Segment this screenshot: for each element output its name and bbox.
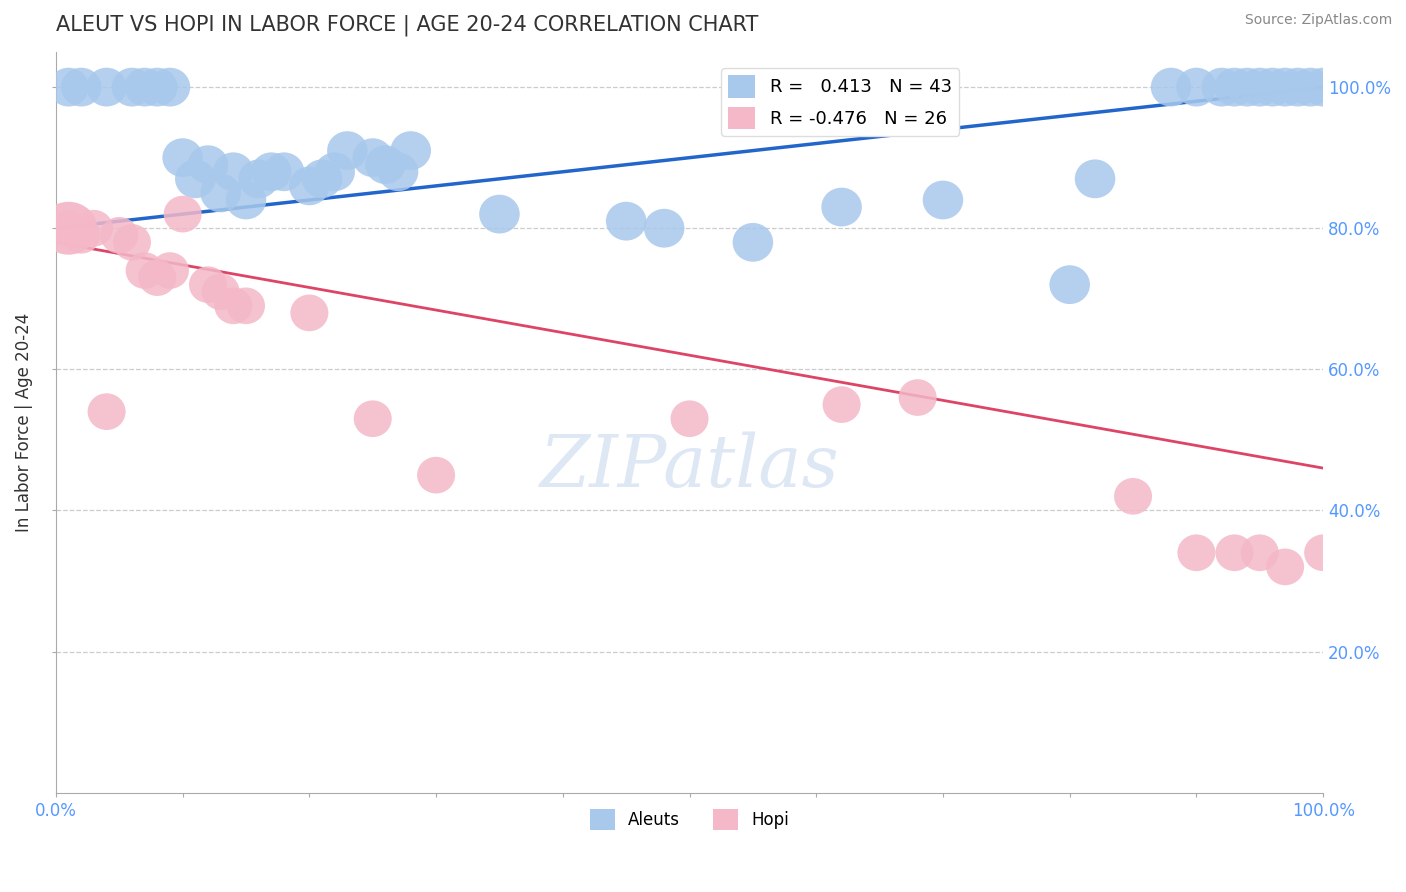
Ellipse shape [75, 210, 112, 246]
Ellipse shape [418, 457, 456, 493]
Ellipse shape [1303, 68, 1343, 106]
Ellipse shape [1074, 160, 1115, 198]
Ellipse shape [149, 68, 190, 106]
Ellipse shape [1215, 534, 1253, 571]
Ellipse shape [1278, 68, 1317, 106]
Ellipse shape [821, 187, 862, 227]
Ellipse shape [163, 195, 201, 233]
Ellipse shape [87, 393, 125, 430]
Ellipse shape [606, 202, 647, 241]
Ellipse shape [226, 287, 264, 324]
Ellipse shape [1305, 534, 1343, 571]
Ellipse shape [214, 153, 253, 191]
Text: Source: ZipAtlas.com: Source: ZipAtlas.com [1244, 13, 1392, 28]
Ellipse shape [264, 153, 304, 191]
Ellipse shape [124, 68, 165, 106]
Ellipse shape [1049, 265, 1090, 304]
Ellipse shape [100, 217, 138, 253]
Ellipse shape [366, 145, 406, 184]
Ellipse shape [201, 273, 239, 310]
Ellipse shape [1267, 549, 1305, 585]
Ellipse shape [1177, 534, 1215, 571]
Ellipse shape [188, 145, 228, 184]
Ellipse shape [86, 68, 127, 106]
Ellipse shape [48, 68, 89, 106]
Ellipse shape [111, 68, 152, 106]
Ellipse shape [226, 180, 266, 219]
Ellipse shape [49, 210, 87, 246]
Text: ZIPatlas: ZIPatlas [540, 432, 839, 502]
Ellipse shape [125, 252, 163, 289]
Ellipse shape [62, 217, 100, 253]
Ellipse shape [1291, 68, 1330, 106]
Ellipse shape [214, 287, 252, 324]
Ellipse shape [1215, 68, 1254, 106]
Ellipse shape [136, 68, 177, 106]
Ellipse shape [188, 267, 226, 303]
Ellipse shape [671, 401, 709, 437]
Ellipse shape [150, 252, 188, 289]
Ellipse shape [733, 223, 773, 261]
Ellipse shape [378, 153, 419, 191]
Ellipse shape [479, 194, 520, 234]
Y-axis label: In Labor Force | Age 20-24: In Labor Force | Age 20-24 [15, 312, 32, 532]
Ellipse shape [302, 160, 342, 198]
Ellipse shape [138, 260, 176, 296]
Ellipse shape [898, 379, 936, 416]
Ellipse shape [1240, 68, 1279, 106]
Ellipse shape [1265, 68, 1305, 106]
Legend: Aleuts, Hopi: Aleuts, Hopi [583, 803, 796, 836]
Ellipse shape [60, 68, 101, 106]
Ellipse shape [252, 153, 291, 191]
Ellipse shape [1114, 478, 1152, 515]
Ellipse shape [1253, 68, 1292, 106]
Ellipse shape [391, 131, 432, 170]
Ellipse shape [41, 202, 97, 255]
Ellipse shape [354, 401, 392, 437]
Ellipse shape [315, 153, 354, 191]
Ellipse shape [353, 138, 394, 178]
Ellipse shape [644, 209, 685, 248]
Ellipse shape [1240, 534, 1279, 571]
Ellipse shape [290, 167, 329, 205]
Ellipse shape [1227, 68, 1267, 106]
Ellipse shape [162, 138, 202, 178]
Ellipse shape [112, 224, 150, 260]
Ellipse shape [201, 174, 240, 212]
Ellipse shape [291, 294, 329, 331]
Ellipse shape [1202, 68, 1241, 106]
Ellipse shape [1177, 68, 1216, 106]
Ellipse shape [922, 180, 963, 219]
Ellipse shape [1150, 68, 1191, 106]
Ellipse shape [823, 386, 860, 423]
Text: ALEUT VS HOPI IN LABOR FORCE | AGE 20-24 CORRELATION CHART: ALEUT VS HOPI IN LABOR FORCE | AGE 20-24… [56, 15, 758, 37]
Ellipse shape [328, 131, 367, 170]
Ellipse shape [239, 160, 278, 198]
Ellipse shape [174, 160, 215, 198]
